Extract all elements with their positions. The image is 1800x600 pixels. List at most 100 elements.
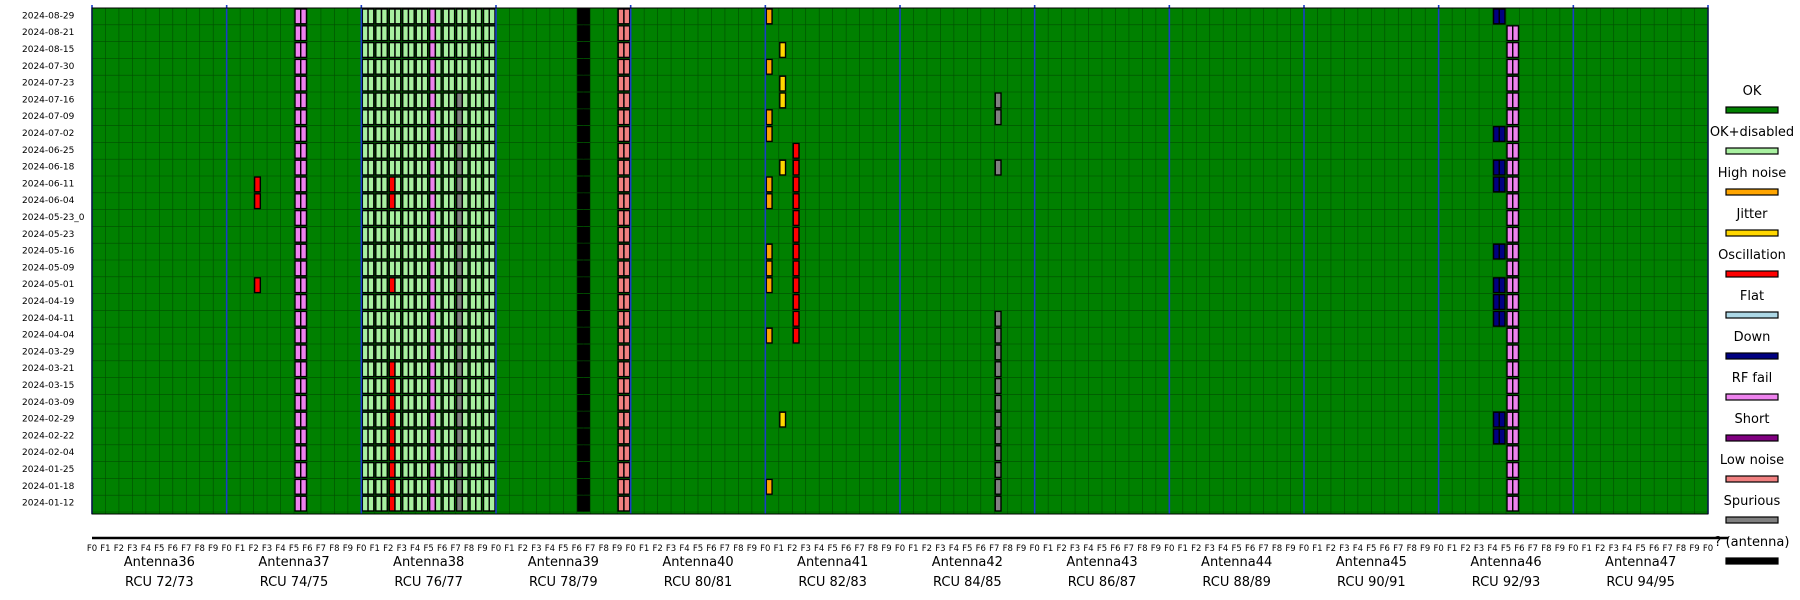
cell-mark: [455, 226, 464, 243]
cell-mark: [1498, 277, 1506, 294]
cell-mark: [380, 495, 388, 512]
cell-mark: [792, 293, 800, 311]
cell-mark: [253, 277, 262, 294]
cell-mark: [617, 495, 625, 512]
cell-mark: [434, 209, 442, 227]
cell-mark: [361, 125, 369, 143]
cell-mark: [582, 159, 590, 176]
cell-mark: [623, 293, 631, 311]
cell-mark: [582, 344, 590, 361]
cell-mark: [367, 243, 375, 260]
cell-mark: [407, 8, 415, 25]
cell-mark: [415, 461, 423, 479]
cell-mark: [1512, 277, 1520, 294]
cell-mark: [407, 41, 415, 59]
cell-mark: [380, 377, 388, 395]
cell-mark: [994, 445, 1002, 462]
cell-mark: [375, 58, 383, 75]
cell-mark: [407, 75, 415, 92]
cell-mark: [577, 445, 585, 462]
cell-mark: [388, 176, 396, 193]
cell-mark: [415, 478, 423, 495]
cell-mark: [617, 260, 625, 277]
cell-mark: [469, 75, 477, 92]
cell-mark: [442, 8, 450, 25]
legend-swatch: [1725, 516, 1779, 524]
x-tick-label: F9: [612, 544, 622, 554]
cell-mark: [455, 411, 464, 428]
cell-mark: [388, 8, 396, 25]
cell-mark: [300, 25, 308, 42]
antenna-name: Antenna38: [393, 555, 464, 570]
cell-mark: [434, 176, 442, 193]
cell-mark: [461, 411, 469, 428]
cell-mark: [361, 428, 369, 445]
cell-mark: [375, 361, 383, 378]
x-tick-label: F7: [585, 544, 595, 554]
cell-mark: [792, 209, 800, 227]
cell-mark: [469, 411, 477, 428]
antenna-name: Antenna43: [1066, 555, 1137, 570]
cell-mark: [469, 125, 477, 143]
cell-mark: [394, 92, 402, 109]
cell-mark: [461, 377, 469, 395]
cell-mark: [402, 25, 410, 42]
cell-mark: [582, 142, 590, 159]
legend-label: Spurious: [1724, 494, 1781, 509]
cell-mark: [388, 159, 396, 176]
cell-mark: [455, 361, 464, 378]
cell-mark: [792, 310, 800, 327]
cell-mark: [617, 41, 625, 59]
cell-mark: [375, 327, 383, 344]
cell-mark: [448, 159, 456, 176]
x-tick-label: F0: [626, 544, 636, 554]
x-tick-label: F6: [1649, 544, 1659, 554]
cell-mark: [442, 75, 450, 92]
cell-mark: [375, 25, 383, 42]
x-tick-label: F7: [720, 544, 730, 554]
cell-mark: [375, 394, 383, 411]
cell-mark: [407, 125, 415, 143]
legend-label: Down: [1734, 330, 1771, 345]
cell-mark: [442, 428, 450, 445]
cell-mark: [300, 293, 308, 311]
cell-mark: [402, 58, 410, 75]
cell-mark: [461, 125, 469, 143]
antenna-rcu: RCU 74/75: [260, 575, 329, 590]
antenna-labels: Antenna36 RCU 72/73 Antenna37 RCU 74/75 Ante…: [124, 555, 1677, 590]
cell-mark: [482, 445, 490, 462]
x-tick-label: F5: [962, 544, 972, 554]
x-tick-label: F6: [302, 544, 312, 554]
cell-mark: [455, 41, 464, 59]
cell-mark: [475, 461, 483, 479]
x-tick-label: F7: [1258, 544, 1268, 554]
cell-mark: [488, 495, 496, 512]
y-tick-label: 2024-07-02: [22, 129, 74, 139]
cell-mark: [765, 260, 773, 277]
cell-mark: [582, 75, 590, 92]
cell-mark: [394, 428, 402, 445]
cell-mark: [461, 495, 469, 512]
cell-mark: [765, 193, 773, 210]
cell-mark: [482, 260, 490, 277]
cell-mark: [582, 428, 590, 445]
cell-mark: [367, 445, 375, 462]
cell-mark: [380, 75, 388, 92]
y-tick-label: 2024-04-11: [22, 314, 74, 324]
cell-mark: [448, 125, 456, 143]
cell-mark: [1512, 344, 1520, 361]
cell-mark: [582, 92, 590, 109]
x-tick-label: F2: [922, 544, 932, 554]
cell-mark: [1512, 377, 1520, 395]
cell-mark: [402, 461, 410, 479]
cell-mark: [1506, 428, 1514, 445]
x-tick-label: F2: [652, 544, 662, 554]
x-tick-label: F0: [760, 544, 770, 554]
cell-mark: [367, 41, 375, 59]
x-tick-label: F5: [1097, 544, 1107, 554]
cell-mark: [442, 193, 450, 210]
cell-mark: [388, 75, 396, 92]
cell-mark: [361, 461, 369, 479]
cell-mark: [361, 327, 369, 344]
cell-mark: [1506, 25, 1514, 42]
